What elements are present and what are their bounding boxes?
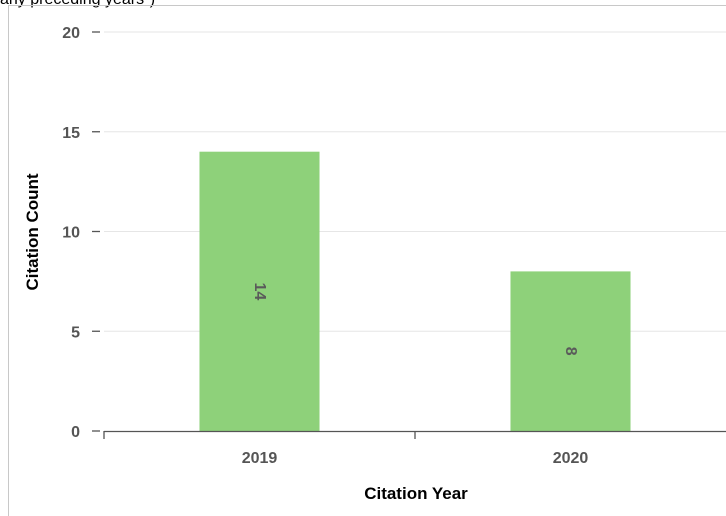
axes (92, 31, 726, 439)
bar-data-label: 8 (562, 347, 579, 356)
x-tick-label: 2019 (242, 450, 278, 467)
y-tick-label: 5 (71, 324, 80, 341)
bars: 14 8 (199, 151, 631, 431)
x-axis-title: Citation Year (364, 484, 468, 503)
y-tick-label: 15 (62, 125, 80, 142)
y-axis-title: Citation Count (23, 173, 42, 290)
y-tick-label: 10 (62, 225, 80, 242)
chart-frame (8, 5, 726, 516)
y-tick-label: 0 (71, 424, 80, 441)
x-tick-label: 2020 (553, 450, 589, 467)
clipped-caption-text: any preceding years") (0, 0, 155, 9)
y-tick-label: 20 (62, 25, 80, 42)
bar-data-label: 14 (251, 282, 268, 300)
bar-2020 (510, 271, 631, 431)
gridlines (104, 31, 726, 332)
bar-2019 (199, 151, 320, 431)
tick-labels: 0 5 10 15 20 2019 2020 (62, 25, 588, 467)
